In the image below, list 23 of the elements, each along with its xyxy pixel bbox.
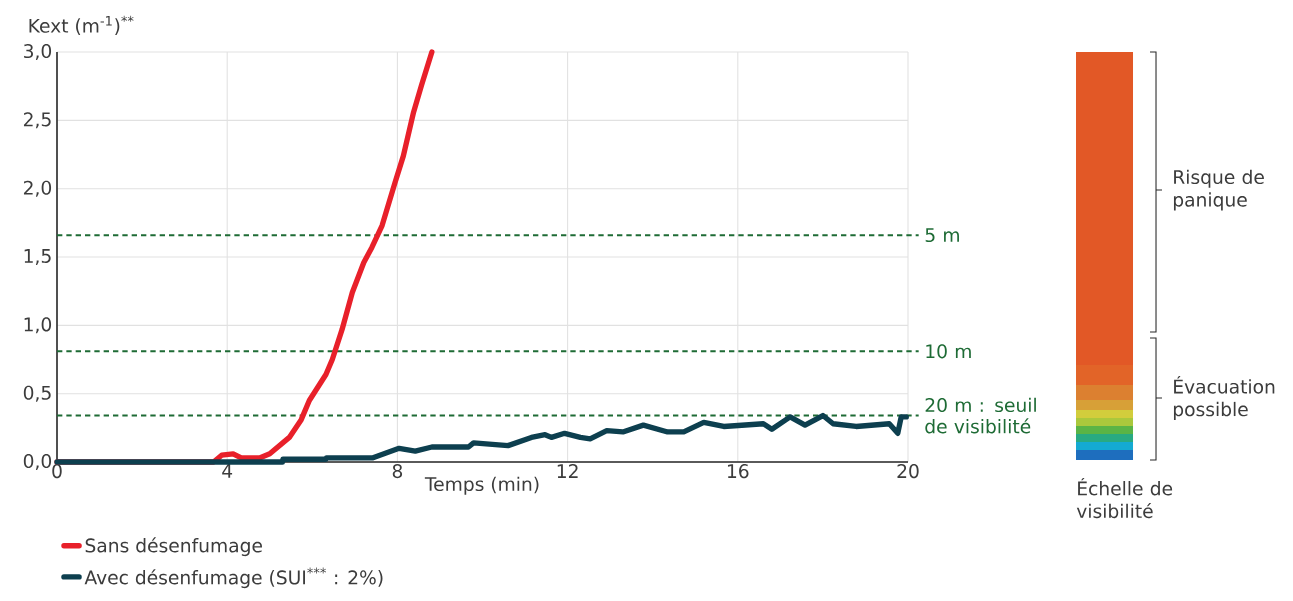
text: Évacuation possible — [1173, 376, 1275, 420]
x-tick-label: 0 — [52, 464, 62, 479]
y-tick-label: 2,0 — [23, 180, 52, 197]
text: Risque de panique — [1173, 169, 1264, 211]
legend-label: Avec désenfumage (SUI$^{***}$ : 2%) — [84, 567, 383, 589]
x-tick-label: 16 — [727, 464, 749, 479]
x-axis-title: Temps (min) — [424, 476, 539, 495]
y-tick-label: 0,0 — [23, 453, 52, 471]
x-tick-label: 20 — [897, 464, 919, 479]
x-tick-label: 8 — [392, 464, 403, 479]
ref-line-label: 20 m : seuil de visibilité — [925, 397, 1036, 434]
y-tick-label: 3,0 — [24, 43, 52, 61]
y-tick-label: 1,0 — [24, 317, 52, 334]
text: Échelle de visibilité — [1076, 477, 1173, 519]
legend-label: Sans désenfumage — [85, 537, 262, 557]
ref-line-label: 10 m — [926, 344, 971, 359]
y-tick-label: 1,5 — [24, 249, 51, 265]
ref-line-label: 5 m — [925, 228, 959, 243]
y-tick-label: 0,5 — [23, 385, 51, 402]
y-axis-title: Kext (m$^{-1}$)$^{**}$ — [29, 15, 134, 36]
x-tick-label: 12 — [557, 464, 578, 478]
y-tick-label: 2,5 — [23, 112, 51, 129]
x-tick-label: 4 — [222, 464, 233, 478]
